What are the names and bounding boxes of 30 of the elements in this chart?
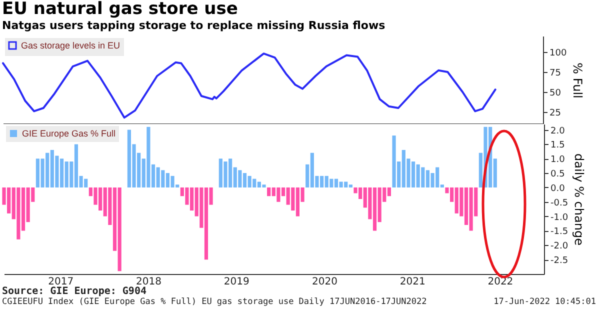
- y-tick-label: -1.5: [550, 227, 568, 238]
- line-series: [2, 52, 496, 119]
- legend-label: GIE Europe Gas % Full: [22, 128, 116, 138]
- y-tick-label: -2.0: [550, 242, 568, 252]
- x-tick-label: 2017: [48, 276, 74, 288]
- y-tick-label: 50: [550, 88, 562, 98]
- chart-subtitle: Natgas users tapping storage to replace missing Russia flows: [2, 19, 386, 33]
- y-tick-label: 1.5: [550, 140, 565, 151]
- y-tick-label: 0.0: [550, 184, 566, 194]
- y-tick-label: 1.0: [550, 155, 566, 166]
- y-tick-label: 75: [550, 68, 561, 78]
- text: 17-Jun-2022 10:45:01: [494, 297, 596, 307]
- x-tick-label: 2018: [136, 276, 162, 288]
- text: CGIEEUFU Index (GIE Europe Gas % Full) EU gas storage use Daily 17JUN2016-17JUN2022: [2, 297, 427, 307]
- chart-title: EU natural gas store use: [2, 0, 239, 19]
- y-tick-label: 25: [550, 108, 561, 118]
- source-note: Source: GIE Europe: G904: [2, 286, 148, 297]
- x-tick-label: 2022: [488, 276, 514, 288]
- y-axis-title: % Full: [570, 62, 585, 98]
- y-axis-title: daily % change: [572, 154, 586, 246]
- x-tick-label: 2020: [312, 276, 338, 288]
- legend-label: Gas storage levels in EU: [21, 40, 120, 50]
- y-tick-label: -0.5: [550, 198, 568, 208]
- y-tick-label: 100: [550, 48, 567, 58]
- y-tick-label: -1.0: [550, 212, 568, 223]
- x-tick-label: 2019: [224, 276, 250, 288]
- y-tick-label: 0.5: [550, 170, 565, 180]
- y-tick-label: -2.5: [550, 256, 568, 266]
- y-tick-label: 2.0: [550, 126, 566, 136]
- x-tick-label: 2021: [400, 276, 426, 288]
